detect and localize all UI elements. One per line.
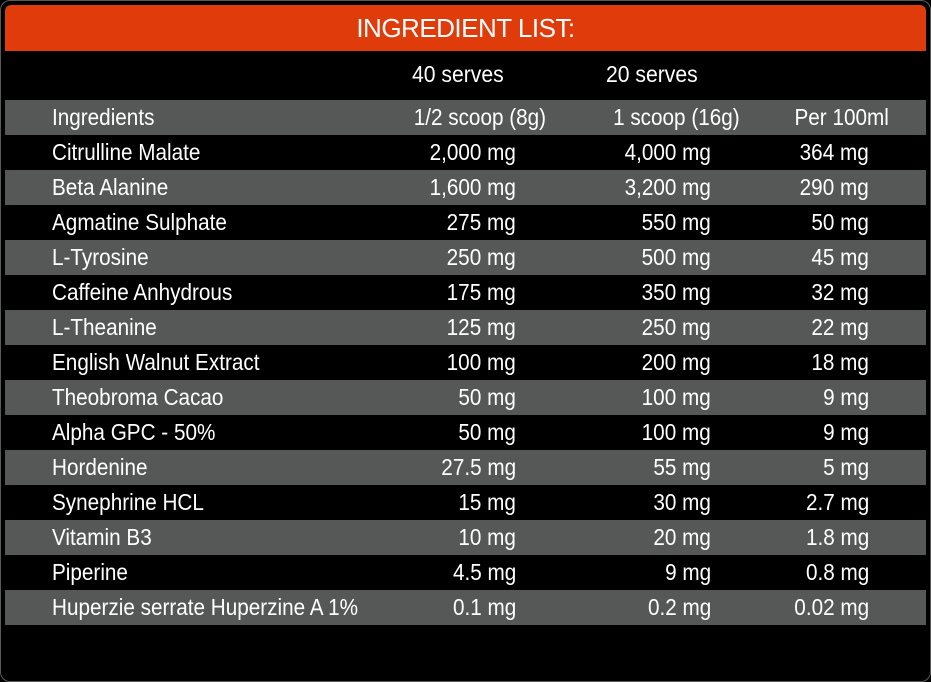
ingredient-name: Caffeine Anhydrous — [52, 279, 233, 305]
ingredient-name: English Walnut Extract — [52, 349, 260, 375]
per-100ml-amount: 45 mg — [811, 244, 869, 270]
table-row: Synephrine HCL 15 mg 30 mg 2.7 mg — [5, 485, 926, 520]
one-scoop-amount: 500 mg — [641, 244, 711, 270]
ingredient-name: Huperzie serrate Huperzine A 1% — [52, 594, 359, 620]
ingredient-name: Vitamin B3 — [52, 524, 152, 550]
half-scoop-amount: 15 mg — [458, 489, 516, 515]
table-row: Caffeine Anhydrous 175 mg 350 mg 32 mg — [5, 275, 926, 310]
header-ingredients: Ingredients — [52, 104, 155, 130]
one-scoop-amount: 100 mg — [641, 419, 711, 445]
half-scoop-amount: 275 mg — [446, 209, 516, 235]
per-100ml-amount: 32 mg — [811, 279, 869, 305]
ingredient-name: Agmatine Sulphate — [52, 209, 227, 235]
half-scoop-amount: 100 mg — [446, 349, 516, 375]
per-100ml-amount: 1.8 mg — [805, 524, 869, 550]
half-scoop-amount: 10 mg — [458, 524, 516, 550]
half-scoop-amount: 50 mg — [458, 419, 516, 445]
per-100ml-amount: 2.7 mg — [805, 489, 869, 515]
table-row: Huperzie serrate Huperzine A 1% 0.1 mg 0.2… — [5, 590, 926, 625]
ingredient-name: Alpha GPC - 50% — [52, 419, 216, 445]
half-scoop-amount: 4.5 mg — [452, 559, 516, 585]
ingredient-name: L-Tyrosine — [52, 244, 149, 270]
ingredient-list-title: INGREDIENT LIST: — [5, 5, 926, 51]
one-scoop-amount: 3,200 mg — [624, 174, 711, 200]
header-per-100ml: Per 100ml — [794, 104, 889, 130]
table-row: English Walnut Extract 100 mg 200 mg 18 mg — [5, 345, 926, 380]
header-one-scoop: 1 scoop (16g) — [613, 104, 740, 130]
header-half-scoop: 1/2 scoop (8g) — [413, 104, 546, 130]
table-row: Theobroma Cacao 50 mg 100 mg 9 mg — [5, 380, 926, 415]
ingredient-name: Beta Alanine — [52, 174, 169, 200]
table-header-row: Ingredients 1/2 scoop (8g) 1 scoop (16g)… — [5, 100, 926, 135]
one-scoop-amount: 9 mg — [664, 559, 711, 585]
ingredient-name: Piperine — [52, 559, 128, 585]
per-100ml-amount: 0.02 mg — [794, 594, 869, 620]
per-100ml-amount: 364 mg — [799, 139, 869, 165]
half-scoop-amount: 250 mg — [446, 244, 516, 270]
per-100ml-amount: 5 mg — [822, 454, 869, 480]
one-scoop-amount: 55 mg — [653, 454, 711, 480]
per-100ml-amount: 9 mg — [822, 384, 869, 410]
per-100ml-amount: 50 mg — [811, 209, 869, 235]
table-row: L-Theanine 125 mg 250 mg 22 mg — [5, 310, 926, 345]
table-row: Citrulline Malate 2,000 mg 4,000 mg 364 mg — [5, 135, 926, 170]
one-scoop-amount: 350 mg — [641, 279, 711, 305]
table-row: Hordenine 27.5 mg 55 mg 5 mg — [5, 450, 926, 485]
half-scoop-amount: 1,600 mg — [429, 174, 516, 200]
per-100ml-amount: 0.8 mg — [805, 559, 869, 585]
serves-40-label: 40 serves — [412, 61, 504, 87]
ingredient-name: L-Theanine — [52, 314, 157, 340]
per-100ml-amount: 290 mg — [799, 174, 869, 200]
per-100ml-amount: 9 mg — [822, 419, 869, 445]
half-scoop-amount: 27.5 mg — [441, 454, 516, 480]
ingredient-name: Citrulline Malate — [52, 139, 201, 165]
half-scoop-amount: 175 mg — [446, 279, 516, 305]
serves-row: 40 serves 20 serves — [1, 53, 930, 99]
one-scoop-amount: 30 mg — [653, 489, 711, 515]
table-row: Agmatine Sulphate 275 mg 550 mg 50 mg — [5, 205, 926, 240]
half-scoop-amount: 50 mg — [458, 384, 516, 410]
table-row: Beta Alanine 1,600 mg 3,200 mg 290 mg — [5, 170, 926, 205]
one-scoop-amount: 200 mg — [641, 349, 711, 375]
half-scoop-amount: 0.1 mg — [452, 594, 516, 620]
per-100ml-amount: 18 mg — [811, 349, 869, 375]
one-scoop-amount: 550 mg — [641, 209, 711, 235]
one-scoop-amount: 250 mg — [641, 314, 711, 340]
one-scoop-amount: 100 mg — [641, 384, 711, 410]
ingredient-name: Hordenine — [52, 454, 148, 480]
ingredient-name: Synephrine HCL — [52, 489, 204, 515]
one-scoop-amount: 0.2 mg — [647, 594, 711, 620]
per-100ml-amount: 22 mg — [811, 314, 869, 340]
one-scoop-amount: 20 mg — [653, 524, 711, 550]
half-scoop-amount: 125 mg — [446, 314, 516, 340]
ingredient-name: Theobroma Cacao — [52, 384, 224, 410]
table-row: Alpha GPC - 50% 50 mg 100 mg 9 mg — [5, 415, 926, 450]
half-scoop-amount: 2,000 mg — [429, 139, 516, 165]
serves-20-label: 20 serves — [606, 61, 698, 87]
table-row: L-Tyrosine 250 mg 500 mg 45 mg — [5, 240, 926, 275]
table-row: Piperine 4.5 mg 9 mg 0.8 mg — [5, 555, 926, 590]
table-row: Vitamin B3 10 mg 20 mg 1.8 mg — [5, 520, 926, 555]
one-scoop-amount: 4,000 mg — [624, 139, 711, 165]
